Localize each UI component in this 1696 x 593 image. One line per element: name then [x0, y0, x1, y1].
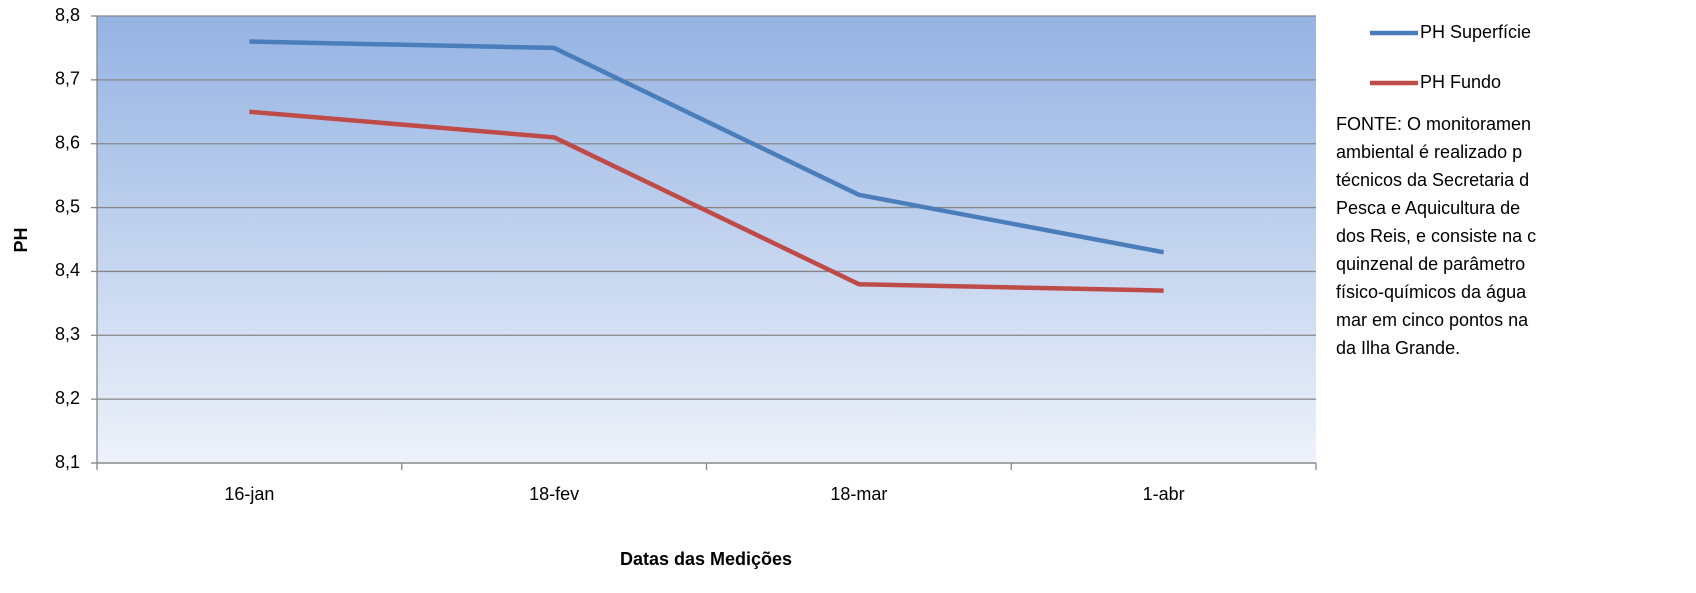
y-tick-label: 8,3 [55, 324, 80, 344]
legend-label: PH Superfície [1420, 22, 1531, 42]
annotation: mar em cinco pontos na [1336, 310, 1529, 330]
y-tick-label: 8,4 [55, 260, 80, 280]
x-axis-label: Datas das Medições [620, 549, 792, 569]
series-line [249, 109, 1164, 293]
x-tick-label: 16-jan [224, 484, 274, 504]
annotation: técnicos da Secretaria d [1336, 170, 1529, 190]
x-tick-label: 18-mar [830, 484, 887, 504]
y-tick-label: 8,1 [55, 452, 80, 472]
y-axis-label: PH [11, 227, 31, 252]
annotation: físico-químicos da água [1336, 282, 1527, 302]
annotation: da Ilha Grande. [1336, 338, 1460, 358]
plot-area [97, 16, 1316, 463]
x-tick-label: 1-abr [1143, 484, 1185, 504]
y-tick-label: 8,6 [55, 132, 80, 152]
legend-label: PH Fundo [1420, 72, 1501, 92]
annotation: FONTE: O monitoramen [1336, 114, 1531, 134]
annotation: quinzenal de parâmetro [1336, 254, 1525, 274]
x-tick-label: 18-fev [529, 484, 579, 504]
annotation: Pesca e Aquicultura de [1336, 198, 1520, 218]
y-tick-label: 8,2 [55, 388, 80, 408]
y-tick-label: 8,8 [55, 5, 80, 25]
y-tick-label: 8,7 [55, 69, 80, 89]
annotation: ambiental é realizado p [1336, 142, 1522, 162]
annotation: dos Reis, e consiste na c [1336, 226, 1536, 246]
y-tick-label: 8,5 [55, 196, 80, 216]
series-line [249, 39, 1165, 255]
